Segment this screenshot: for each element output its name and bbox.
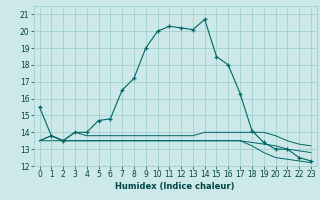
X-axis label: Humidex (Indice chaleur): Humidex (Indice chaleur): [116, 182, 235, 191]
